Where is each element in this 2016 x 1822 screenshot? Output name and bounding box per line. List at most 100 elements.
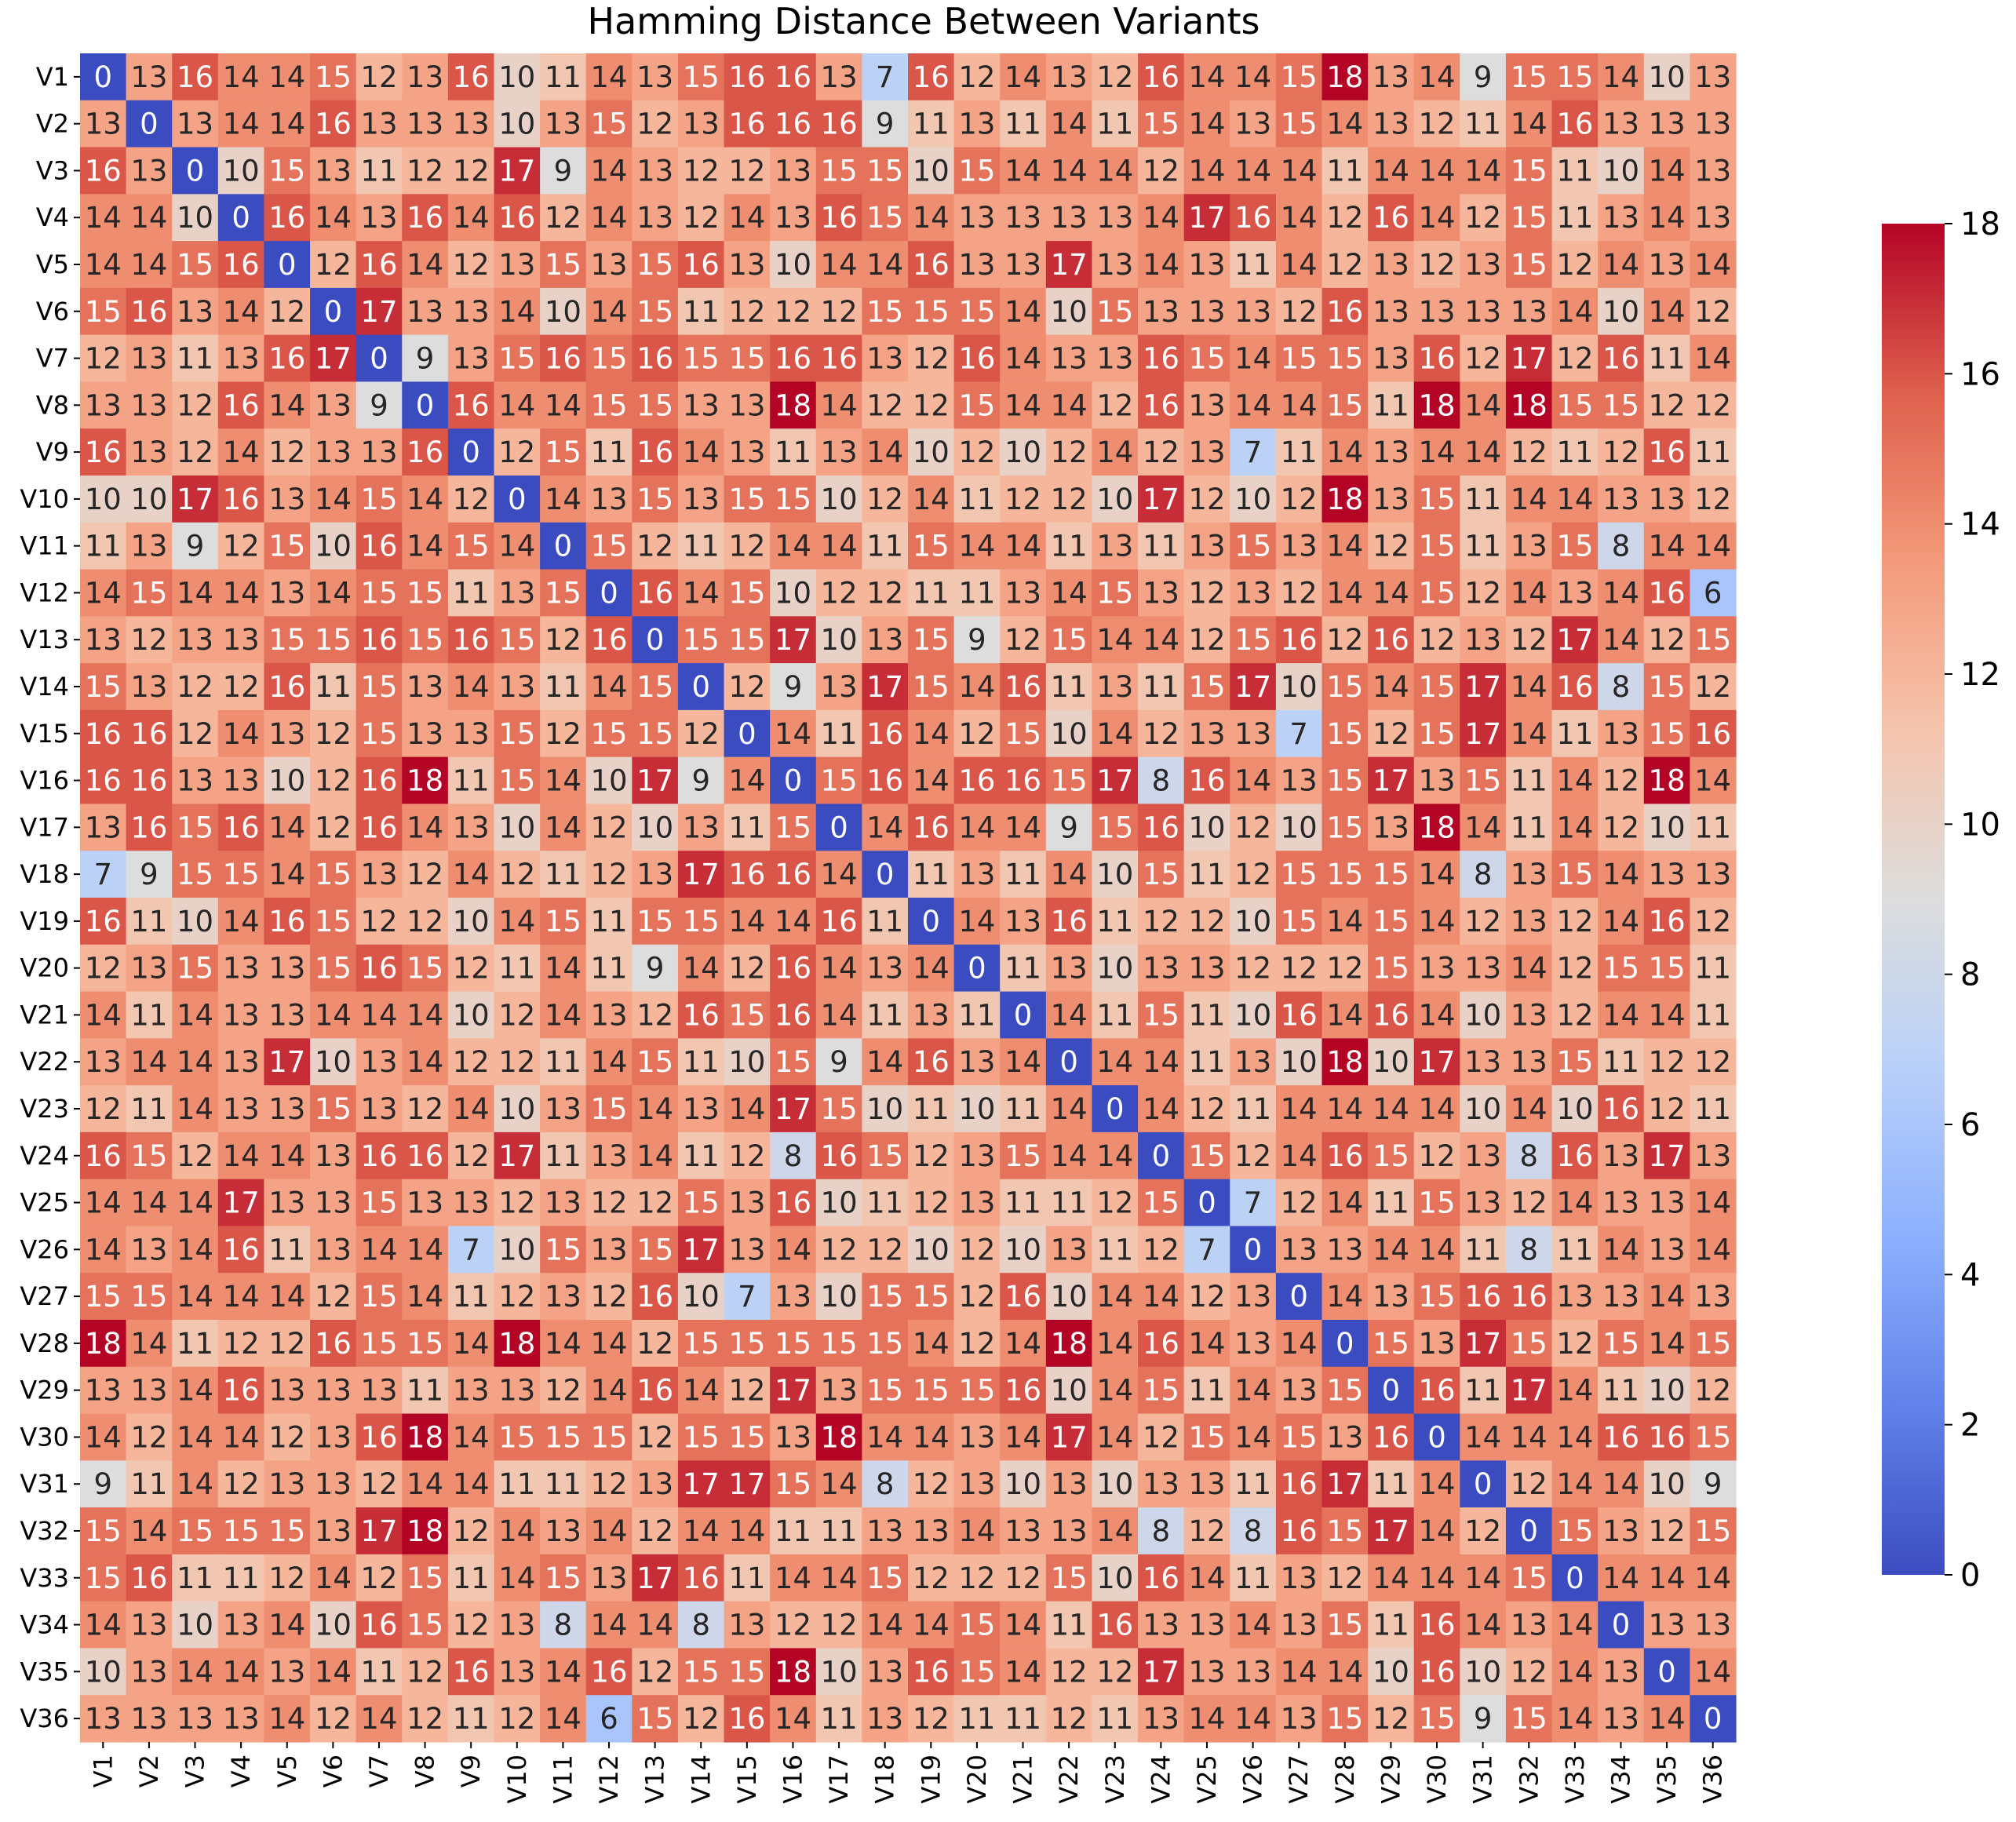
cell-value-label: 14 xyxy=(177,1420,213,1454)
cell-value-label: 13 xyxy=(85,388,122,422)
x-tick-label: V5 xyxy=(272,1755,302,1787)
y-tick-label: V31 xyxy=(20,1469,69,1499)
cell-value-label: 12 xyxy=(498,998,535,1032)
cell-value-label: 11 xyxy=(1234,248,1271,282)
cell-value-label: 13 xyxy=(130,342,167,376)
cell-value-label: 15 xyxy=(1556,1045,1593,1079)
cell-value-label: 16 xyxy=(866,764,903,798)
heatmap-cell xyxy=(585,241,633,289)
heatmap-cell xyxy=(1092,334,1139,383)
cell-value-label: 10 xyxy=(498,60,535,94)
cell-value-label: 13 xyxy=(1051,201,1088,235)
heatmap-cell xyxy=(770,53,817,101)
cell-value-label: 14 xyxy=(177,1655,213,1689)
heatmap-cell xyxy=(862,100,909,148)
cell-value-label: 14 xyxy=(1602,905,1639,938)
cell-value-label: 15 xyxy=(223,858,260,891)
cell-value-label: 0 xyxy=(646,623,665,657)
cell-value-label: 15 xyxy=(85,670,122,704)
cell-value-label: 14 xyxy=(1511,1420,1548,1454)
cell-value-label: 15 xyxy=(1281,858,1318,891)
cell-value-label: 15 xyxy=(498,1420,535,1454)
heatmap-cell xyxy=(447,53,495,101)
cell-value-label: 12 xyxy=(1234,811,1271,844)
heatmap-cell xyxy=(264,100,311,148)
cell-value-label: 12 xyxy=(177,670,213,704)
cell-value-label: 13 xyxy=(360,1374,397,1408)
cell-value-label: 14 xyxy=(223,1280,260,1314)
cell-value-label: 8 xyxy=(554,1609,573,1642)
heatmap-cell xyxy=(355,334,403,383)
cell-value-label: 10 xyxy=(775,576,811,610)
cell-value-label: 12 xyxy=(590,1467,627,1501)
cell-value-label: 11 xyxy=(913,1092,950,1126)
cell-value-label: 0 xyxy=(1152,1139,1171,1173)
cell-value-label: 11 xyxy=(1004,1702,1041,1736)
cell-value-label: 12 xyxy=(913,1561,950,1595)
cell-value-label: 14 xyxy=(683,435,720,469)
heatmap-cell xyxy=(815,147,862,195)
cell-value-label: 13 xyxy=(1004,576,1041,610)
cell-value-label: 13 xyxy=(728,248,765,282)
cell-value-label: 14 xyxy=(913,1327,950,1361)
cell-value-label: 10 xyxy=(1602,295,1639,329)
cell-value-label: 14 xyxy=(453,1467,490,1501)
heatmap-cell xyxy=(770,287,817,336)
cell-value-label: 13 xyxy=(821,435,858,469)
cell-value-label: 11 xyxy=(590,435,627,469)
cell-value-label: 16 xyxy=(360,952,397,986)
cell-value-label: 13 xyxy=(728,435,765,469)
heatmap-cell xyxy=(1505,147,1553,195)
cell-value-label: 13 xyxy=(545,107,581,141)
cell-value-label: 13 xyxy=(545,1514,581,1548)
cell-value-label: 0 xyxy=(738,717,756,751)
cell-value-label: 14 xyxy=(1556,483,1593,516)
cell-value-label: 13 xyxy=(1051,60,1088,94)
cell-value-label: 12 xyxy=(775,295,811,329)
heatmap-cell xyxy=(770,100,817,148)
y-tick-label: V23 xyxy=(20,1094,69,1124)
colorbar-tick-label: 0 xyxy=(1960,1558,1980,1594)
cell-value-label: 14 xyxy=(683,576,720,610)
cell-value-label: 11 xyxy=(545,60,581,94)
cell-value-label: 12 xyxy=(498,1186,535,1220)
cell-value-label: 15 xyxy=(728,623,765,657)
cell-value-label: 12 xyxy=(406,1655,443,1689)
heatmap-cell xyxy=(1460,147,1507,195)
cell-value-label: 14 xyxy=(498,295,535,329)
heatmap-cell xyxy=(217,241,265,289)
cell-value-label: 14 xyxy=(1326,435,1363,469)
cell-value-label: 16 xyxy=(683,998,720,1032)
cell-value-label: 12 xyxy=(821,295,858,329)
cell-value-label: 14 xyxy=(775,905,811,938)
cell-value-label: 12 xyxy=(545,1374,581,1408)
heatmap-cell xyxy=(815,334,862,383)
cell-value-label: 9 xyxy=(94,1467,113,1501)
cell-value-label: 14 xyxy=(1694,248,1731,282)
cell-value-label: 0 xyxy=(94,60,113,94)
cell-value-label: 13 xyxy=(1143,952,1179,986)
cell-value-label: 17 xyxy=(360,295,397,329)
cell-value-label: 16 xyxy=(1373,623,1409,657)
heatmap-cell xyxy=(815,287,862,336)
heatmap-cell xyxy=(724,287,771,336)
cell-value-label: 15 xyxy=(360,1327,397,1361)
cell-value-label: 14 xyxy=(1511,670,1548,704)
cell-value-label: 13 xyxy=(1188,1655,1225,1689)
cell-value-label: 15 xyxy=(1649,952,1686,986)
cell-value-label: 15 xyxy=(636,483,673,516)
cell-value-label: 12 xyxy=(1281,1186,1318,1220)
cell-value-label: 0 xyxy=(1427,1420,1446,1454)
cell-value-label: 16 xyxy=(1602,1420,1639,1454)
cell-value-label: 16 xyxy=(1234,201,1271,235)
cell-value-label: 17 xyxy=(866,670,903,704)
cell-value-label: 15 xyxy=(1418,483,1455,516)
cell-value-label: 13 xyxy=(177,623,213,657)
cell-value-label: 14 xyxy=(1418,1233,1455,1266)
cell-value-label: 10 xyxy=(545,295,581,329)
cell-value-label: 13 xyxy=(1373,483,1409,516)
cell-value-label: 9 xyxy=(554,154,573,188)
cell-value-label: 8 xyxy=(1244,1514,1263,1548)
cell-value-label: 13 xyxy=(130,435,167,469)
cell-value-label: 15 xyxy=(636,1045,673,1079)
